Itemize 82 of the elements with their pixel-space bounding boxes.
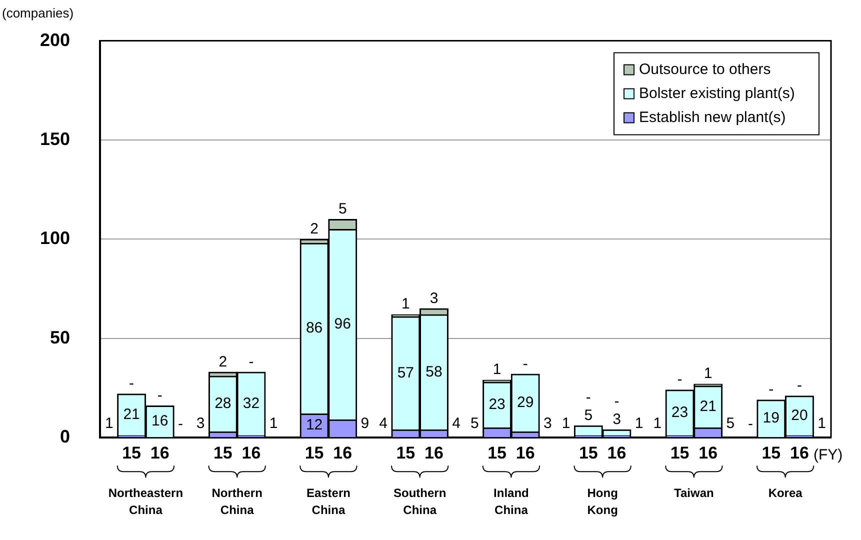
data-label: 21 xyxy=(123,406,140,423)
y-tick-label: 150 xyxy=(40,128,70,149)
data-label: 96 xyxy=(334,316,351,333)
data-label: - xyxy=(768,381,774,398)
text: Taiwan xyxy=(674,486,714,500)
legend-label: Outsource to others xyxy=(639,60,771,78)
data-label: 1 xyxy=(634,415,644,432)
text: Eastern China xyxy=(306,486,350,517)
data-label: - xyxy=(677,371,682,388)
data-label: 5 xyxy=(470,415,479,432)
data-label: 32 xyxy=(242,395,260,412)
data-label: - xyxy=(614,392,620,410)
data-label: 3 xyxy=(612,410,621,428)
data-label: 1 xyxy=(105,415,114,432)
data-label: - xyxy=(129,375,134,392)
text: Northeastern China xyxy=(108,486,184,517)
data-label: 23 xyxy=(488,396,506,414)
y-tick-label: 200 xyxy=(40,30,70,50)
data-label: 1 xyxy=(492,361,502,378)
x-tick-label: 16 xyxy=(333,443,352,462)
data-label: 12 xyxy=(306,416,323,434)
y-tick-label: 0 xyxy=(60,426,70,447)
data-label: 20 xyxy=(791,406,808,424)
data-label: - xyxy=(522,355,528,372)
text: Korea xyxy=(768,486,803,500)
x-axis-title: (FY) xyxy=(813,446,843,464)
data-label: - xyxy=(748,416,753,433)
x-tick-label: 15 xyxy=(488,443,506,462)
x-tick-label: 16 xyxy=(150,443,170,462)
data-label: - xyxy=(586,388,591,406)
data-label: - xyxy=(248,353,254,370)
data-label: 1 xyxy=(562,415,570,432)
x-tick-label: 15 xyxy=(578,443,598,462)
data-label: 2 xyxy=(310,220,318,238)
text: Hong Kong xyxy=(587,486,618,517)
data-label: 58 xyxy=(426,363,442,380)
data-label: 3 xyxy=(196,415,205,432)
data-label: 1 xyxy=(653,415,662,432)
y-tick-label: 50 xyxy=(50,327,70,348)
data-label: 2 xyxy=(218,353,228,370)
data-label: 21 xyxy=(700,398,716,415)
data-label: 1 xyxy=(704,365,712,382)
data-label: - xyxy=(796,377,802,394)
data-label: 23 xyxy=(671,404,688,421)
x-tick-label: 15 xyxy=(122,443,142,462)
data-label: 1 xyxy=(269,415,278,432)
y-tick-label: 100 xyxy=(40,228,70,248)
data-label: 19 xyxy=(762,410,780,427)
data-label: 5 xyxy=(726,415,735,432)
legend-label: Bolster existing plant(s) xyxy=(639,84,795,102)
data-label: - xyxy=(178,416,184,433)
x-tick-label: 15 xyxy=(304,443,324,462)
legend-label: Establish new plant(s) xyxy=(639,108,786,126)
data-label: 3 xyxy=(430,290,438,307)
data-label: 1 xyxy=(818,415,826,432)
data-label: 5 xyxy=(338,200,347,218)
y-axis-title: (companies) xyxy=(2,6,74,21)
x-tick-label: 15 xyxy=(762,443,781,462)
x-tick-label: 15 xyxy=(396,443,416,462)
data-label: 86 xyxy=(306,320,323,337)
data-label: 57 xyxy=(397,364,414,382)
data-label: 16 xyxy=(152,412,168,430)
text: Northern China xyxy=(212,486,262,517)
x-tick-label: 16 xyxy=(242,443,261,462)
data-label: 4 xyxy=(379,415,388,432)
data-label: - xyxy=(157,386,162,404)
text: Southern China xyxy=(393,486,446,517)
data-label: 4 xyxy=(452,415,460,432)
x-tick-label: 16 xyxy=(607,443,626,462)
data-label: 1 xyxy=(401,296,410,313)
x-tick-label: 16 xyxy=(790,443,809,462)
data-label: 28 xyxy=(214,395,232,412)
x-tick-label: 15 xyxy=(213,443,232,462)
x-tick-label: 16 xyxy=(698,443,718,462)
data-label: 29 xyxy=(517,394,534,412)
data-label: 3 xyxy=(544,415,552,432)
x-tick-label: 16 xyxy=(424,443,444,462)
data-label: 9 xyxy=(360,415,370,432)
x-tick-label: 16 xyxy=(516,443,535,462)
data-label: 5 xyxy=(584,406,593,424)
x-tick-label: 15 xyxy=(670,443,690,462)
text: Inland China xyxy=(494,486,529,517)
